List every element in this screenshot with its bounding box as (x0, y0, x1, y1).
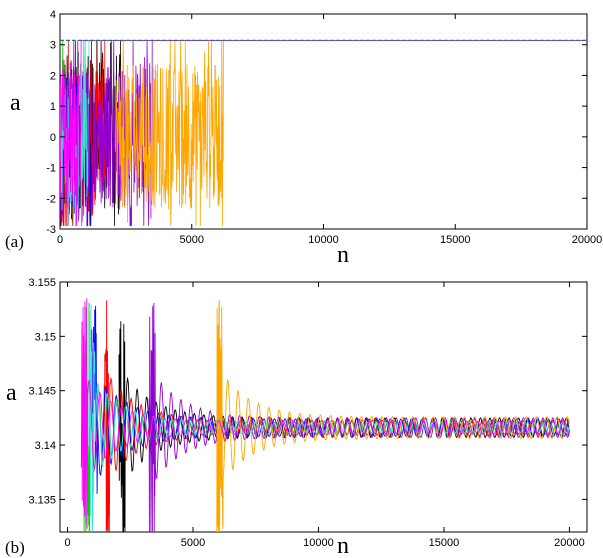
series-line-purple (148, 302, 570, 532)
panel-a-label: (a) (5, 232, 24, 251)
x-tick-label: 0 (57, 234, 63, 246)
x-tick-label: 10000 (303, 537, 334, 549)
series-line-orange (216, 299, 570, 532)
x-tick-label: 5000 (181, 537, 205, 549)
panel-a: 0 5000 10000 15000 20000 -3 -2 -1 0 1 2 3 4 a n (a) (5, 9, 602, 268)
y-tick-label: 3.155 (28, 277, 56, 289)
panel-b-label: (b) (5, 538, 25, 557)
y-tick-label: 3 (50, 40, 56, 52)
y-tick-label: -3 (46, 224, 56, 236)
x-tick-label: 0 (64, 537, 70, 549)
y-tick-label: 2 (50, 70, 56, 82)
x-tick-label: 5000 (180, 234, 204, 246)
panel-b-ylabel: a (6, 380, 17, 406)
x-tick-label: 20000 (572, 234, 603, 246)
panel-a-ticks: 0 5000 10000 15000 20000 -3 -2 -1 0 1 2 3 4 (46, 9, 602, 246)
y-tick-label: 1 (50, 101, 56, 113)
x-tick-label: 10000 (308, 234, 339, 246)
y-tick-label: 4 (50, 9, 56, 21)
y-tick-label: 0 (50, 132, 56, 144)
y-tick-label: -1 (46, 163, 56, 175)
panel-b-ticks: 0 5000 10000 15000 20000 3.135 3.14 3.145 3.15 3.… (28, 277, 587, 549)
y-tick-label: 3.135 (28, 494, 56, 506)
y-tick-label: 3.15 (35, 331, 56, 343)
x-tick-label: 20000 (554, 537, 585, 549)
panel-a-xlabel: n (337, 242, 349, 268)
panel-b-frame (59, 281, 588, 533)
panel-a-plot-area (60, 39, 587, 227)
panel-b-xlabel: n (337, 533, 349, 558)
panel-b: 0 5000 10000 15000 20000 3.135 3.14 3.145 3.15 3.… (5, 277, 588, 558)
series-line-orange (114, 40, 587, 226)
y-tick-label: 3.14 (35, 440, 56, 452)
y-tick-label: -2 (46, 193, 56, 205)
series-line-magenta (80, 298, 570, 529)
y-tick-label: 3.145 (28, 386, 56, 398)
panel-b-plot-area (80, 298, 570, 532)
x-tick-label: 15000 (429, 537, 460, 549)
series-line-magenta (60, 40, 587, 226)
x-tick-label: 15000 (440, 234, 471, 246)
panel-a-ylabel: a (10, 90, 21, 116)
